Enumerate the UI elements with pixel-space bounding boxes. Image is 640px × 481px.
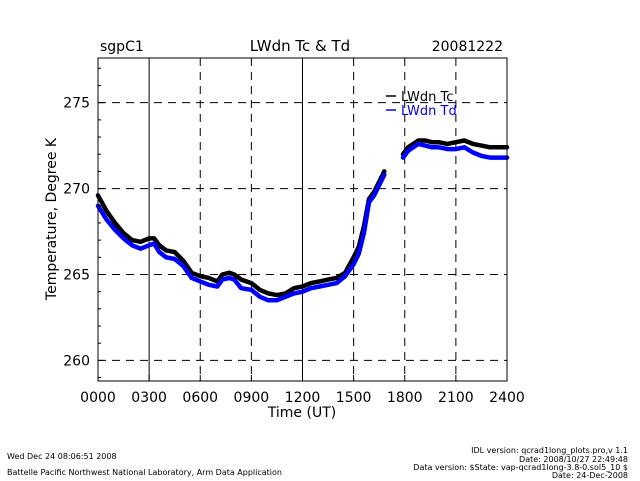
footer-idl-version: IDL version: qcrad1long_plots.pro,v 1.1 [471, 446, 628, 455]
legend-label: LWdn Tc [401, 90, 453, 105]
x-axis-label: Time (UT) [267, 405, 336, 421]
series-line-tc [400, 138, 510, 157]
y-tick-label: 270 [63, 182, 90, 198]
legend-label: LWdn Td [401, 104, 457, 119]
y-axis-label: Temperature, Degree K [44, 137, 60, 301]
footer-data-date: Date: 24-Dec-2008 [551, 471, 628, 480]
x-tick-label: 2100 [438, 390, 474, 406]
series-line-tc [95, 169, 387, 298]
x-tick-label: 0000 [80, 390, 116, 406]
series-line-td [400, 141, 510, 160]
date-label: 20081222 [432, 39, 503, 55]
x-tick-label: 1800 [387, 390, 423, 406]
y-tick-label: 265 [63, 267, 90, 283]
x-tick-label: 0900 [234, 390, 270, 406]
x-tick-label: 1200 [285, 390, 321, 406]
x-tick-label: 0300 [131, 390, 167, 406]
x-tick-label: 2400 [489, 390, 525, 406]
series-group [95, 138, 510, 303]
y-tick-label: 275 [63, 96, 90, 112]
footer-organization: Battelle Pacific Northwest National Labo… [7, 468, 282, 477]
y-tick-label: 260 [63, 353, 90, 369]
x-tick-label: 0600 [182, 390, 218, 406]
x-tick-label: 1500 [336, 390, 372, 406]
footer-data-version: Data version: $State: vap-qcrad1long-3.8… [413, 463, 628, 472]
series-line-td [95, 172, 387, 303]
footer-timestamp: Wed Dec 24 08:06:51 2008 [7, 452, 117, 461]
footer-idl-date: Date: 2008/10/27 22:49:48 [519, 455, 628, 464]
site-label: sgpC1 [100, 39, 144, 55]
ticks [97, 67, 508, 381]
grid [98, 58, 507, 381]
tick-labels: 0000 0300 0600 0900 1200 1500 1800 2100 2400 260 2… [63, 96, 525, 406]
chart-title: LWdn Tc & Td [250, 37, 350, 55]
